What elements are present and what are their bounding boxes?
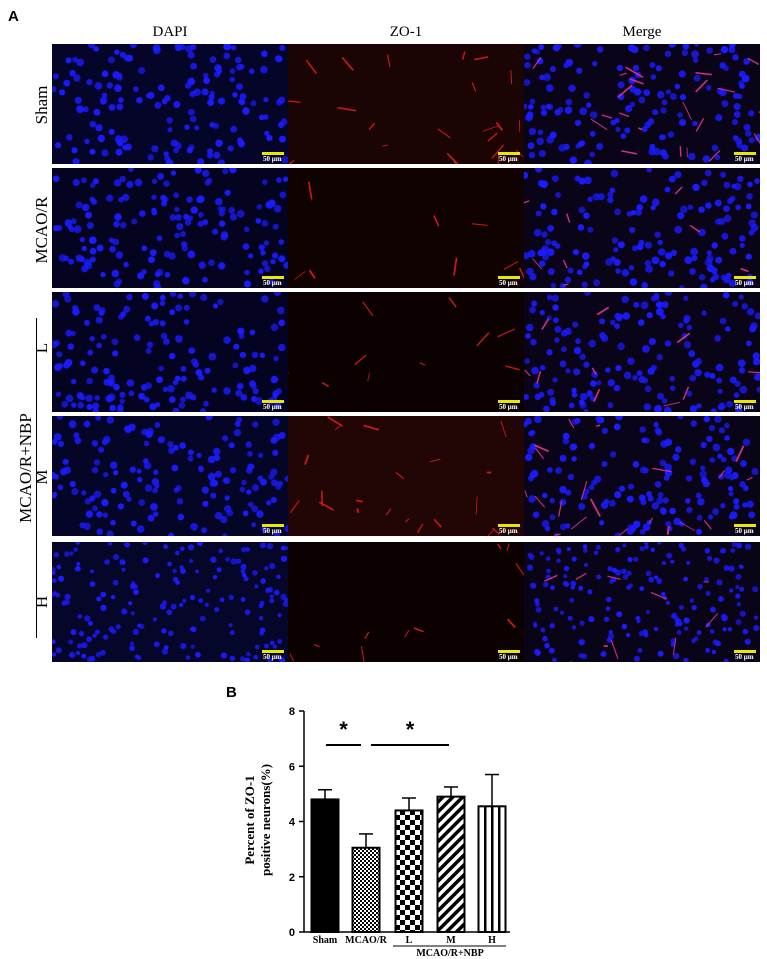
scale-bar-label: 50 μm — [499, 279, 518, 287]
y-tick-label: 2 — [289, 872, 295, 884]
x-tick-label: M — [446, 935, 456, 946]
x-tick-label: L — [406, 935, 413, 946]
scale-bar-label: 50 μm — [263, 403, 282, 411]
micrograph-merge-sham: 50 μm — [524, 44, 760, 164]
y-tick-label: 8 — [289, 706, 295, 718]
y-tick-label: 6 — [289, 761, 295, 773]
scale-bar-label: 50 μm — [735, 155, 754, 163]
y-axis-label-line2: positive neurons(%) — [258, 764, 273, 876]
bar-mcaor — [351, 846, 381, 934]
micrograph-zo1-sham: 50 μm — [288, 44, 524, 164]
scale-bar-label: 50 μm — [735, 279, 754, 287]
scale-bar — [262, 400, 284, 403]
scale-bar — [734, 650, 756, 653]
micrograph-zo1-h: 50 μm — [288, 542, 524, 662]
group-label: MCAO/R+NBP — [416, 948, 483, 959]
y-tick-label: 0 — [289, 927, 295, 939]
micrograph-merge-l: 50 μm — [524, 292, 760, 412]
scale-bar — [498, 152, 520, 155]
micrograph-dapi-l: 50 μm — [52, 292, 288, 412]
micrograph-dapi-mcaor: 50 μm — [52, 168, 288, 288]
scale-bar-label: 50 μm — [735, 653, 754, 661]
x-tick-label: H — [488, 935, 496, 946]
scale-bar-label: 50 μm — [499, 403, 518, 411]
micrograph-dapi-sham: 50 μm — [52, 44, 288, 164]
group-bracket-line — [36, 318, 37, 638]
scale-bar-label: 50 μm — [499, 653, 518, 661]
micrograph-zo1-m: 50 μm — [288, 416, 524, 536]
bar-h — [477, 805, 507, 934]
scale-bar-label: 50 μm — [499, 155, 518, 163]
scale-bar-label: 50 μm — [263, 527, 282, 535]
bar-m — [436, 795, 466, 934]
bar-l — [394, 809, 424, 934]
scale-bar-label: 50 μm — [735, 403, 754, 411]
scale-bar-label: 50 μm — [263, 155, 282, 163]
bar-sham — [310, 798, 340, 934]
micrograph-merge-m: 50 μm — [524, 416, 760, 536]
scale-bar — [734, 524, 756, 527]
micrograph-dapi-m: 50 μm — [52, 416, 288, 536]
scale-bar — [262, 524, 284, 527]
scale-bar — [498, 400, 520, 403]
scale-bar — [498, 276, 520, 279]
micrograph-zo1-mcaor: 50 μm — [288, 168, 524, 288]
y-tick-label: 4 — [289, 817, 296, 829]
scale-bar-label: 50 μm — [499, 527, 518, 535]
scale-bar — [262, 650, 284, 653]
column-header-dapi: DAPI — [152, 24, 188, 40]
micrograph-zo1-l: 50 μm — [288, 292, 524, 412]
significance-star: * — [339, 717, 348, 742]
panel-a-letter: A — [8, 8, 19, 25]
scale-bar-label: 50 μm — [263, 279, 282, 287]
micrograph-dapi-h: 50 μm — [52, 542, 288, 662]
scale-bar — [734, 152, 756, 155]
micrograph-merge-mcaor: 50 μm — [524, 168, 760, 288]
scale-bar — [262, 276, 284, 279]
scale-bar-label: 50 μm — [263, 653, 282, 661]
panel-b-letter: B — [226, 684, 237, 701]
micrograph-merge-h: 50 μm — [524, 542, 760, 662]
scale-bar — [498, 650, 520, 653]
column-header-zo1: ZO-1 — [389, 24, 423, 40]
y-axis-label-line1: Percent of ZO-1 — [242, 775, 257, 864]
x-tick-label: Sham — [313, 935, 338, 946]
scale-bar — [734, 276, 756, 279]
scale-bar — [498, 524, 520, 527]
scale-bar — [734, 400, 756, 403]
scale-bar-label: 50 μm — [735, 527, 754, 535]
column-header-merge: Merge — [622, 24, 662, 40]
x-tick-label: MCAO/R — [345, 935, 387, 946]
scale-bar — [262, 152, 284, 155]
significance-star: * — [406, 717, 415, 742]
